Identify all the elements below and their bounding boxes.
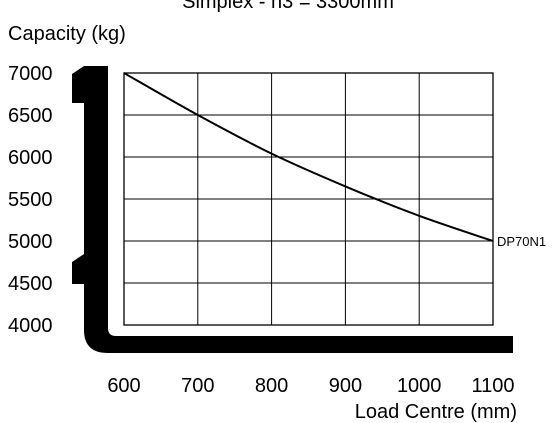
- y-tick-label: 5000: [8, 231, 53, 253]
- forklift-fork-icon: [72, 66, 513, 353]
- x-tick-label: 800: [255, 375, 288, 397]
- y-tick-label: 4500: [8, 273, 53, 295]
- chart-title: Simplex - h3 = 3300mm: [182, 0, 394, 13]
- series-label: DP70N1: [497, 234, 546, 249]
- x-tick-label: 700: [181, 375, 214, 397]
- x-tick-label: 1000: [397, 375, 442, 397]
- y-tick-label: 7000: [8, 63, 53, 85]
- y-axis-title: Capacity (kg): [8, 23, 126, 45]
- x-tick-label: 600: [107, 375, 140, 397]
- x-tick-label: 900: [329, 375, 362, 397]
- x-axis-title: Load Centre (mm): [355, 401, 517, 423]
- x-tick-label: 1100: [471, 375, 514, 397]
- y-tick-label: 6000: [8, 147, 53, 169]
- y-tick-label: 6500: [8, 105, 53, 127]
- grid: [124, 73, 493, 325]
- y-tick-labels: 7000 6500 6000 5500 5000 4500 4000: [8, 63, 53, 337]
- y-tick-label: 5500: [8, 189, 53, 211]
- y-tick-label: 4000: [8, 315, 53, 337]
- fork-upper-stub: [72, 66, 84, 103]
- series-line: [123, 72, 494, 242]
- x-tick-labels: 600 700 800 900 1000 1100: [107, 375, 514, 397]
- fork-shape: [72, 66, 513, 353]
- series-layer: DP70N1: [123, 72, 546, 249]
